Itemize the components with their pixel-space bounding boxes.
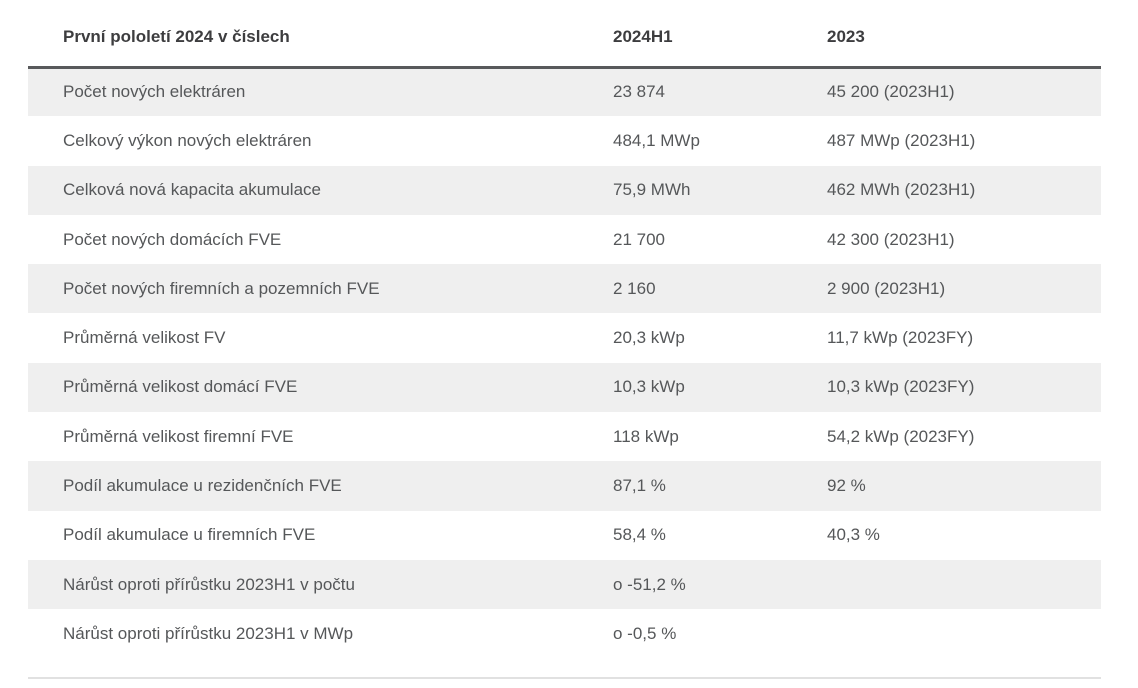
table-row: Podíl akumulace u firemních FVE 58,4 % 4… [28,510,1101,560]
value-2023-cell: 42 300 (2023H1) [827,229,955,249]
row-label-cell: Průměrná velikost FV [63,328,226,348]
value-2023-cell: 40,3 % [827,525,880,545]
row-label-cell: Počet nových domácích FVE [63,229,282,249]
value-2024h1-cell: o -51,2 % [613,574,686,594]
value-2024h1-cell: 10,3 kWp [613,377,685,397]
row-label-cell: Nárůst oproti přírůstku 2023H1 v MWp [63,623,354,643]
table-row: Počet nových firemních a pozemních FVE 2… [28,264,1101,314]
value-2024h1-cell: 75,9 MWh [613,180,691,200]
column-header-2023: 2023 [827,0,1101,69]
row-label-cell: Celkový výkon nových elektráren [63,130,312,150]
value-2024h1-cell: 2 160 [613,278,656,298]
row-label-cell: Počet nových elektráren [63,82,246,102]
table-row: Průměrná velikost FV 20,3 kWp 11,7 kWp (… [28,313,1101,363]
row-label-cell: Podíl akumulace u firemních FVE [63,525,316,545]
value-2024h1-cell: 118 kWp [613,426,679,446]
value-2024h1-cell: 21 700 [613,229,665,249]
table-row: Celkový výkon nových elektráren 484,1 MW… [28,116,1101,166]
value-2024h1-cell: 20,3 kWp [613,328,685,348]
table-row: Počet nových domácích FVE 21 700 42 300 … [28,214,1101,265]
table-row: Podíl akumulace u rezidenčních FVE 87,1 … [28,461,1101,511]
table-row: Průměrná velikost firemní FVE 118 kWp 54… [28,412,1101,462]
value-2023-cell: 11,7 kWp (2023FY) [827,328,974,348]
statistics-table: První pololetí 2024 v číslech 2024H1 202… [28,0,1101,679]
value-2024h1-cell: o -0,5 % [613,623,677,643]
value-2023-cell: 45 200 (2023H1) [827,82,955,102]
row-label-cell: Podíl akumulace u rezidenčních FVE [63,476,342,496]
value-2023-cell: 54,2 kWp (2023FY) [827,426,975,446]
table-title: První pololetí 2024 v číslech [28,0,613,69]
value-2024h1-cell: 484,1 MWp [613,130,700,150]
table-row: Celková nová kapacita akumulace 75,9 MWh… [28,165,1101,215]
value-2023-cell [827,609,1101,658]
table-bottom-spacer [28,658,1101,678]
table-row: Počet nových elektráren 23 874 45 200 (2… [28,67,1101,117]
value-2023-cell: 92 % [827,476,866,496]
row-label-cell: Nárůst oproti přírůstku 2023H1 v počtu [63,574,355,594]
row-label-cell: Průměrná velikost domácí FVE [63,377,298,397]
table-row: Průměrná velikost domácí FVE 10,3 kWp 10… [28,362,1101,413]
row-label-cell: Celková nová kapacita akumulace [63,180,321,200]
value-2023-cell: 2 900 (2023H1) [827,278,946,298]
row-label-cell: Průměrná velikost firemní FVE [63,426,294,446]
value-2023-cell [827,560,1101,609]
value-2024h1-cell: 58,4 % [613,525,666,545]
table-header-row: První pololetí 2024 v číslech 2024H1 202… [28,0,1101,69]
row-label-cell: Počet nových firemních a pozemních FVE [63,278,380,298]
value-2024h1-cell: 23 874 [613,82,665,102]
column-header-2024h1: 2024H1 [613,0,827,69]
value-2024h1-cell: 87,1 % [613,476,666,496]
table-row: Nárůst oproti přírůstku 2023H1 v počtu o… [28,559,1101,610]
value-2023-cell: 10,3 kWp (2023FY) [827,377,975,397]
value-2023-cell: 487 MWp (2023H1) [827,130,976,150]
table-row: Nárůst oproti přírůstku 2023H1 v MWp o -… [28,609,1101,659]
value-2023-cell: 462 MWh (2023H1) [827,180,976,200]
